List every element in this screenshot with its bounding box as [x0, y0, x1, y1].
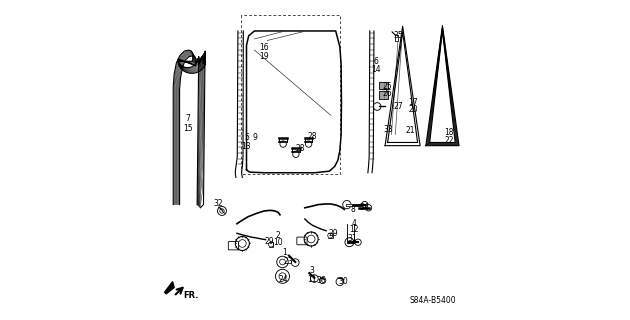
- Text: 7: 7: [185, 114, 190, 123]
- Text: 21: 21: [406, 126, 415, 135]
- Text: 29: 29: [265, 237, 275, 246]
- Text: 20: 20: [408, 105, 418, 114]
- Text: 33: 33: [384, 125, 393, 134]
- Text: 30: 30: [338, 277, 348, 286]
- Text: 16: 16: [259, 43, 269, 52]
- Text: 36: 36: [316, 276, 326, 285]
- Text: 6: 6: [373, 57, 378, 66]
- Text: 8: 8: [350, 205, 355, 214]
- Text: 31: 31: [348, 234, 357, 243]
- Text: 27: 27: [393, 102, 403, 111]
- Text: 14: 14: [370, 65, 381, 74]
- Text: 25: 25: [382, 82, 392, 91]
- Text: 23: 23: [283, 258, 293, 267]
- Text: 1: 1: [282, 248, 287, 257]
- Text: 19: 19: [259, 52, 269, 61]
- Text: 32: 32: [213, 198, 222, 207]
- Text: 28: 28: [296, 144, 306, 153]
- Text: 13: 13: [242, 142, 251, 151]
- Text: 3: 3: [309, 266, 314, 276]
- Text: 28: 28: [307, 132, 316, 140]
- Text: 18: 18: [444, 128, 454, 137]
- Text: 4: 4: [352, 219, 357, 228]
- Text: 34: 34: [360, 203, 369, 212]
- Text: 12: 12: [349, 225, 358, 234]
- Text: 29: 29: [329, 229, 338, 238]
- Text: 22: 22: [444, 136, 454, 145]
- Text: 24: 24: [278, 275, 288, 284]
- Text: 15: 15: [183, 124, 192, 132]
- Text: FR.: FR.: [183, 291, 198, 300]
- Text: 17: 17: [408, 98, 418, 107]
- Text: 2: 2: [276, 231, 281, 240]
- Text: 9: 9: [252, 133, 257, 142]
- Text: S84A-B5400: S84A-B5400: [410, 296, 456, 305]
- Text: 10: 10: [273, 238, 283, 247]
- Bar: [379, 92, 388, 99]
- Bar: [379, 82, 388, 89]
- Polygon shape: [164, 282, 174, 294]
- Text: 11: 11: [307, 275, 316, 284]
- Text: 5: 5: [244, 133, 249, 142]
- Text: 26: 26: [382, 89, 392, 98]
- Text: 35: 35: [394, 31, 403, 40]
